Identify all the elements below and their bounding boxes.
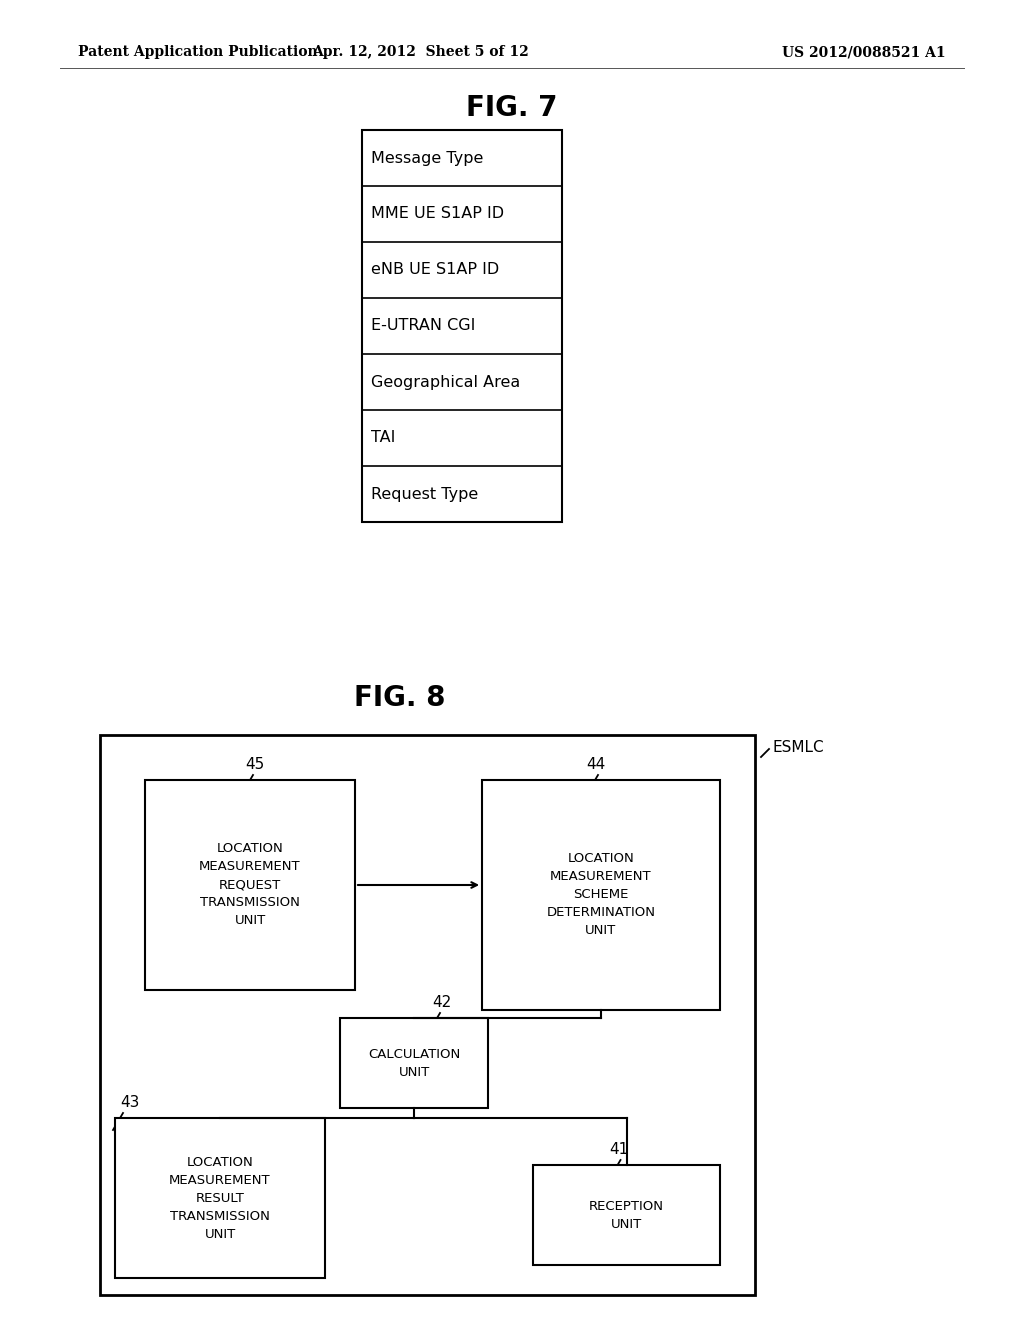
Text: CALCULATION
UNIT: CALCULATION UNIT [368, 1048, 460, 1078]
Text: 44: 44 [587, 756, 605, 772]
Text: Request Type: Request Type [371, 487, 478, 502]
Bar [340, 1018, 488, 1107]
Text: 45: 45 [246, 756, 264, 772]
Text: RECEPTION
UNIT: RECEPTION UNIT [589, 1200, 664, 1230]
Bar [115, 1118, 325, 1278]
Text: Message Type: Message Type [371, 150, 483, 165]
Text: LOCATION
MEASUREMENT
REQUEST
TRANSMISSION
UNIT: LOCATION MEASUREMENT REQUEST TRANSMISSIO… [200, 842, 301, 928]
Bar [482, 780, 720, 1010]
Text: eNB UE S1AP ID: eNB UE S1AP ID [371, 263, 500, 277]
Text: MME UE S1AP ID: MME UE S1AP ID [371, 206, 504, 222]
Text: US 2012/0088521 A1: US 2012/0088521 A1 [782, 45, 946, 59]
Text: TAI: TAI [371, 430, 395, 446]
Text: 41: 41 [609, 1142, 628, 1158]
Text: E-UTRAN CGI: E-UTRAN CGI [371, 318, 475, 334]
Text: Geographical Area: Geographical Area [371, 375, 520, 389]
Text: FIG. 8: FIG. 8 [354, 684, 445, 711]
Bar [534, 1166, 720, 1265]
Text: 43: 43 [120, 1096, 139, 1110]
Text: 42: 42 [432, 995, 452, 1010]
Text: Patent Application Publication: Patent Application Publication [78, 45, 317, 59]
Text: LOCATION
MEASUREMENT
RESULT
TRANSMISSION
UNIT: LOCATION MEASUREMENT RESULT TRANSMISSION… [169, 1155, 270, 1241]
Text: FIG. 7: FIG. 7 [466, 94, 558, 121]
Bar [145, 780, 355, 990]
Text: Apr. 12, 2012  Sheet 5 of 12: Apr. 12, 2012 Sheet 5 of 12 [311, 45, 528, 59]
Text: LOCATION
MEASUREMENT
SCHEME
DETERMINATION
UNIT: LOCATION MEASUREMENT SCHEME DETERMINATIO… [547, 853, 655, 937]
Bar [100, 735, 755, 1295]
Bar [362, 129, 562, 521]
Text: ESMLC: ESMLC [773, 741, 824, 755]
